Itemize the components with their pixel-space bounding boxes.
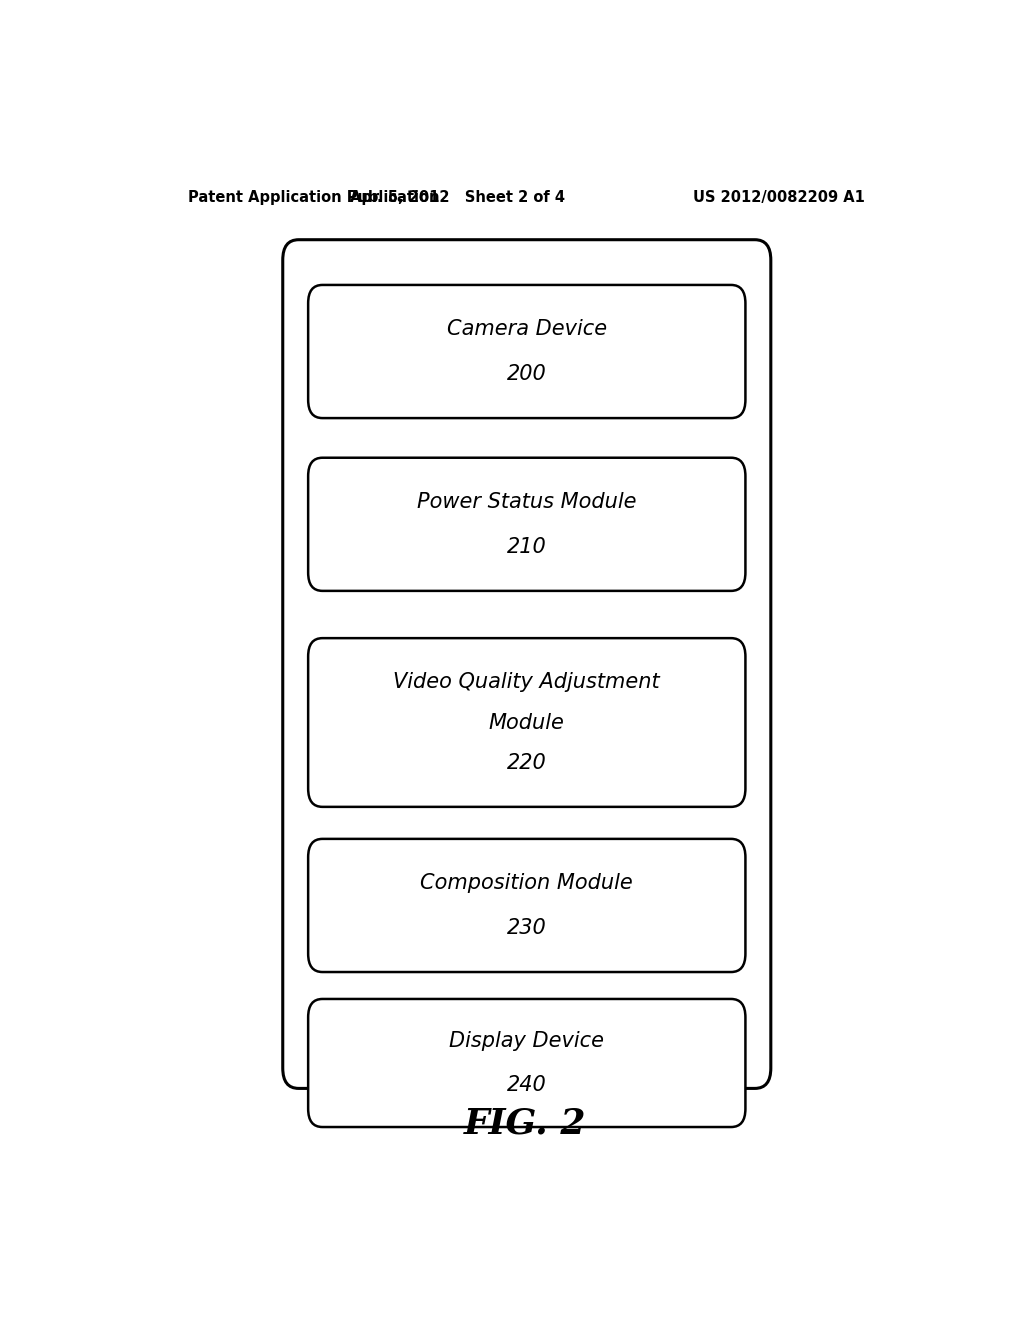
Text: Module: Module (488, 713, 564, 733)
Text: Mobile Computing: Mobile Computing (432, 302, 622, 323)
Text: 240: 240 (507, 1076, 547, 1096)
Text: 210: 210 (507, 537, 547, 557)
Text: Composition Module: Composition Module (421, 873, 633, 894)
FancyBboxPatch shape (308, 840, 745, 972)
FancyBboxPatch shape (308, 638, 745, 807)
FancyBboxPatch shape (283, 240, 771, 1089)
Text: Apr. 5, 2012   Sheet 2 of 4: Apr. 5, 2012 Sheet 2 of 4 (350, 190, 565, 205)
Text: Video Quality Adjustment: Video Quality Adjustment (393, 672, 660, 692)
Text: FIG. 2: FIG. 2 (464, 1107, 586, 1140)
Text: 200: 200 (507, 364, 547, 384)
Text: Patent Application Publication: Patent Application Publication (187, 190, 439, 205)
Text: US 2012/0082209 A1: US 2012/0082209 A1 (693, 190, 864, 205)
Text: Power Status Module: Power Status Module (417, 492, 637, 512)
Text: Camera Device: Camera Device (446, 319, 607, 339)
FancyBboxPatch shape (308, 458, 745, 591)
Text: 220: 220 (507, 754, 547, 774)
FancyBboxPatch shape (308, 285, 745, 418)
FancyBboxPatch shape (308, 999, 745, 1127)
Text: Device 102: Device 102 (468, 347, 586, 367)
Text: Display Device: Display Device (450, 1031, 604, 1051)
Text: 230: 230 (507, 917, 547, 937)
